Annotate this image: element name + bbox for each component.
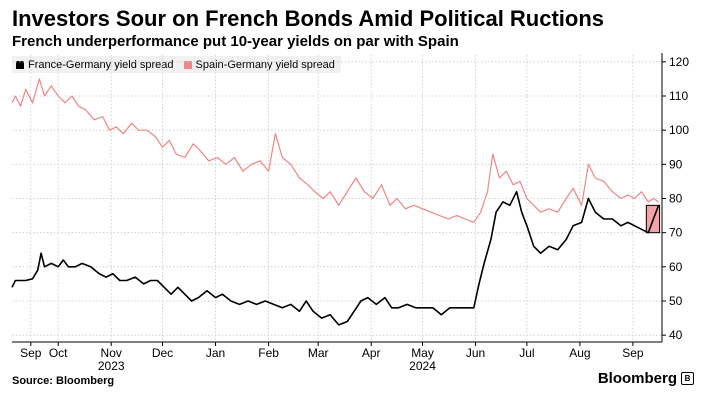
- legend-item-france: France-Germany yield spread: [12, 56, 180, 73]
- legend-swatch-spain: [183, 60, 192, 69]
- y-tick-label-90: 90: [669, 157, 683, 171]
- legend-label-france: France-Germany yield spread: [28, 58, 174, 71]
- x-year-label-0: 2023: [98, 359, 125, 373]
- chart-title: Investors Sour on French Bonds Amid Poli…: [12, 6, 605, 31]
- x-tick-label-2: Nov: [101, 346, 122, 360]
- x-tick-label-11: Aug: [569, 346, 590, 360]
- brand-logo: Bloomberg B: [598, 370, 694, 387]
- x-tick-label-9: Jun: [466, 346, 485, 360]
- y-tick-label-100: 100: [669, 123, 689, 137]
- x-tick-label-1: Oct: [49, 346, 68, 360]
- x-tick-label-6: Mar: [308, 346, 329, 360]
- y-tick-label-70: 70: [669, 226, 683, 240]
- series-line-spain: [11, 78, 659, 223]
- x-tick-label-5: Feb: [258, 346, 279, 360]
- x-tick-label-8: May: [411, 346, 434, 360]
- x-tick-label-10: Jul: [519, 346, 534, 360]
- y-tick-label-60: 60: [669, 260, 683, 274]
- series-line-france: [11, 190, 660, 326]
- y-tick-label-50: 50: [669, 294, 683, 308]
- x-year-label-1: 2024: [409, 359, 436, 373]
- x-tick-label-3: Dec: [152, 346, 173, 360]
- legend-swatch-france: [16, 60, 24, 69]
- source-note: Source: Bloomberg: [12, 375, 115, 387]
- y-tick-label-110: 110: [669, 89, 688, 103]
- brand-name: Bloomberg: [597, 370, 677, 387]
- chart-subtitle: French underperformance put 10-year yiel…: [12, 33, 459, 50]
- x-tick-label-12: Sep: [622, 346, 644, 360]
- y-tick-label-40: 40: [669, 328, 683, 342]
- x-tick-label-0: Sep: [20, 346, 42, 360]
- bloomberg-terminal-icon: B: [681, 372, 694, 385]
- x-tick-label-7: Apr: [362, 346, 381, 360]
- y-tick-label-80: 80: [669, 192, 683, 206]
- y-tick-label-120: 120: [669, 55, 689, 69]
- x-tick-label-4: Jan: [206, 346, 225, 360]
